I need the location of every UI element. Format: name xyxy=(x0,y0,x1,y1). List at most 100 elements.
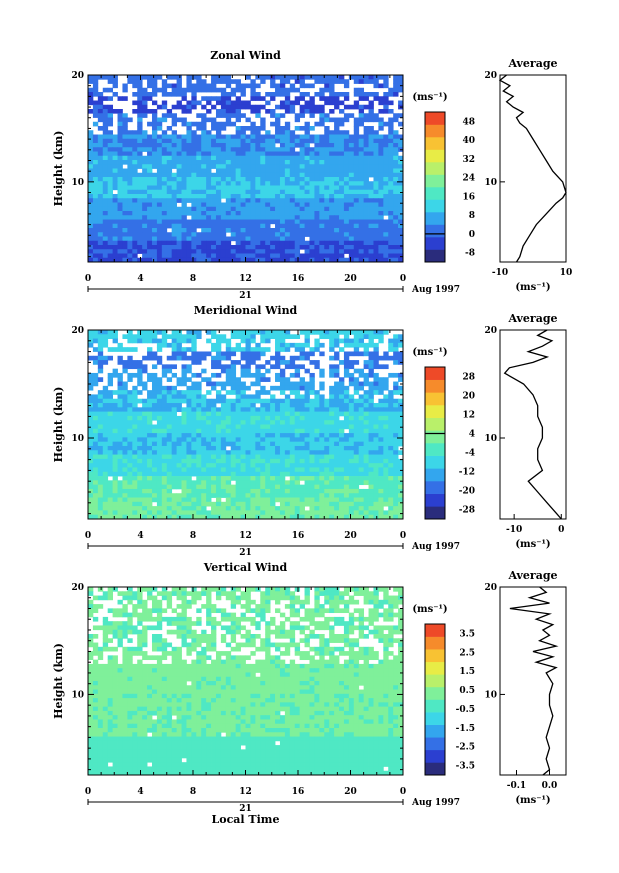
heatmap-cell xyxy=(191,390,197,395)
heatmap-cell xyxy=(279,437,286,443)
heatmap-cell xyxy=(147,138,153,144)
heatmap-cell xyxy=(240,385,246,391)
heatmap-cell xyxy=(265,347,271,352)
heatmap-cell xyxy=(260,458,266,464)
heatmap-cell xyxy=(235,253,241,259)
heatmap-cell xyxy=(289,501,296,507)
heatmap-cell xyxy=(289,211,296,216)
heatmap-cell xyxy=(147,245,153,250)
heatmap-cell xyxy=(245,441,251,447)
heatmap-cell xyxy=(348,411,355,417)
heatmap-cell xyxy=(181,501,187,507)
heatmap-cell xyxy=(324,441,330,447)
heatmap-cell xyxy=(230,181,237,186)
heatmap-cell xyxy=(339,79,345,84)
heatmap-cell xyxy=(250,198,256,203)
heatmap-cell xyxy=(393,194,399,199)
heatmap-cell xyxy=(373,249,379,254)
heatmap-cell xyxy=(230,134,237,140)
heatmap-cell xyxy=(279,126,286,131)
heatmap-cell xyxy=(92,463,99,468)
heatmap-cell xyxy=(339,501,345,507)
heatmap-cell xyxy=(151,458,158,464)
heatmap-cell xyxy=(329,206,335,212)
heatmap-cell xyxy=(161,130,168,135)
heatmap-cell xyxy=(211,87,217,93)
heatmap-cell xyxy=(107,415,114,421)
heatmap-cell xyxy=(353,134,360,140)
heatmap-cell xyxy=(329,497,335,503)
heatmap-cell xyxy=(171,428,177,434)
heatmap-cell xyxy=(398,143,404,148)
heatmap-cell xyxy=(398,463,404,468)
heatmap-cell xyxy=(151,164,158,169)
heatmap-cell xyxy=(132,147,138,152)
heatmap-cell xyxy=(151,403,158,408)
heatmap-cell xyxy=(166,377,173,382)
heatmap-cell xyxy=(151,194,158,199)
heatmap-cell xyxy=(240,168,246,174)
heatmap-cell xyxy=(181,177,187,182)
heatmap-cell xyxy=(166,424,173,430)
heatmap-cell xyxy=(235,151,241,157)
heatmap-cell xyxy=(319,198,325,203)
heatmap-cell xyxy=(368,360,374,365)
heatmap-cell xyxy=(353,347,360,352)
heatmap-cell xyxy=(304,450,310,455)
heatmap-cell xyxy=(147,497,153,503)
heatmap-cell xyxy=(319,480,325,486)
heatmap-cell xyxy=(343,330,350,335)
heatmap-cell xyxy=(147,463,153,468)
heatmap-cell xyxy=(225,415,232,421)
heatmap-cell xyxy=(368,143,374,148)
heatmap-cell xyxy=(176,506,182,511)
heatmap-cell xyxy=(383,488,389,494)
heatmap-cell xyxy=(363,480,369,486)
heatmap-cell xyxy=(255,185,261,191)
heatmap-cell xyxy=(289,160,296,165)
heatmap-cell xyxy=(112,424,118,430)
heatmap-cell xyxy=(112,232,118,237)
heatmap-cell xyxy=(383,194,389,199)
heatmap-cell xyxy=(279,257,286,263)
heatmap-cell xyxy=(161,330,168,335)
heatmap-cell xyxy=(206,398,212,404)
heatmap-cell xyxy=(161,484,168,490)
heatmap-cell xyxy=(358,138,365,144)
heatmap-cell xyxy=(191,385,197,391)
heatmap-cell xyxy=(260,219,266,225)
heatmap-cell xyxy=(176,83,182,89)
heatmap-cell xyxy=(235,433,241,438)
heatmap-cell xyxy=(353,368,360,374)
heatmap-cell xyxy=(284,130,291,135)
heatmap-cell xyxy=(220,420,227,425)
heatmap-cell xyxy=(176,198,182,203)
heatmap-cell xyxy=(270,143,276,148)
heatmap-cell xyxy=(363,403,369,408)
heatmap-cell xyxy=(339,458,345,464)
heatmap-cell xyxy=(196,493,202,498)
heatmap-cell xyxy=(329,147,335,152)
panel-title: Zonal Wind xyxy=(210,49,281,62)
heatmap-cell xyxy=(240,463,246,468)
heatmap-cell xyxy=(156,411,163,417)
heatmap-cell xyxy=(353,164,360,169)
heatmap-cell xyxy=(314,202,320,208)
heatmap-cell xyxy=(132,219,138,225)
heatmap-cell xyxy=(343,228,350,233)
heatmap-cell xyxy=(388,172,394,178)
heatmap-cell xyxy=(294,476,301,481)
heatmap-cell xyxy=(353,437,360,443)
heatmap-cell xyxy=(245,351,251,357)
heatmap-cell xyxy=(117,398,123,404)
heatmap-cell xyxy=(191,130,197,135)
heatmap-cell xyxy=(279,160,286,165)
heatmap-cell xyxy=(220,501,227,507)
heatmap-cell xyxy=(279,342,286,348)
heatmap-cell xyxy=(142,476,148,481)
heatmap-cell xyxy=(220,113,227,118)
heatmap-cell xyxy=(388,232,394,237)
heatmap-cell xyxy=(215,143,222,148)
heatmap-cell xyxy=(171,364,177,370)
heatmap-cell xyxy=(363,236,369,242)
